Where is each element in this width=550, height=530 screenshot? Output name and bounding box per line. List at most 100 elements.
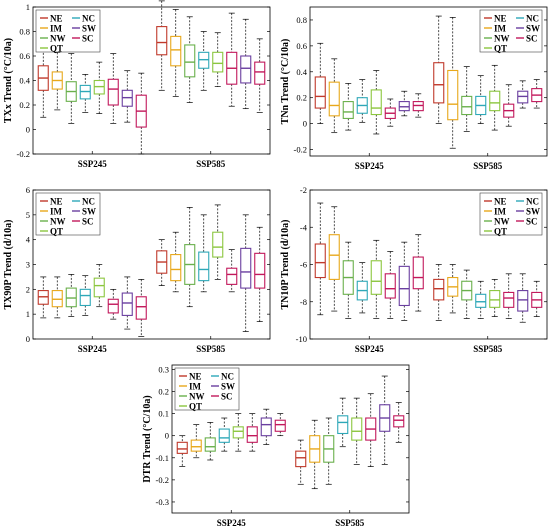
box-ne-ssp245 xyxy=(37,276,49,319)
y-tick-label: 0.6 xyxy=(296,41,307,51)
box-im-ssp245 xyxy=(51,276,63,319)
legend-label: QT xyxy=(494,44,507,54)
legend-label: SW xyxy=(526,207,540,217)
legend: NE NC IM SW NW SC QT xyxy=(479,192,543,237)
y-tick-label: -0.3 xyxy=(156,497,169,507)
panel-2: -0.2 0 0.2 0.4 0.6 0.8 TNn Trend (°C/10a) SSP24… xyxy=(280,6,548,171)
x-tick-label: SSP585 xyxy=(473,344,503,354)
box-iqr xyxy=(489,90,501,112)
box-iqr xyxy=(212,231,224,258)
legend-label: QT xyxy=(50,44,63,54)
box-iqr xyxy=(170,254,182,282)
box-iqr xyxy=(198,251,210,282)
box-sw-ssp245 xyxy=(260,408,272,445)
box-sc-ssp245 xyxy=(135,72,147,155)
legend-box xyxy=(35,9,101,53)
y-tick-label: 1 xyxy=(26,2,30,12)
box-ne-ssp245 xyxy=(176,435,188,467)
legend: NE NC IM SW NW SC QT xyxy=(35,192,101,237)
panel-1: -0.2 0 0.2 0.4 0.6 0.8 1 TXx Trend (°C/10a) SSP2… xyxy=(3,0,271,169)
y-tick-label: -10 xyxy=(296,334,307,344)
y-tick-label: -2 xyxy=(300,185,307,195)
y-tick-label: 0 xyxy=(303,119,307,129)
y-tick-label: 0.2 xyxy=(19,100,30,110)
box-im-ssp585 xyxy=(170,231,182,293)
box-nc-ssp245 xyxy=(79,275,91,316)
x-tick-label: SSP245 xyxy=(78,159,108,169)
box-iqr xyxy=(433,62,445,104)
box-nc-ssp585 xyxy=(226,249,238,293)
box-qt-ssp245 xyxy=(370,70,382,135)
legend: NE NC IM SW NW SC QT xyxy=(479,9,543,54)
box-sw-ssp585 xyxy=(240,18,252,110)
box-im-ssp585 xyxy=(447,17,459,149)
box-qt-ssp585 xyxy=(351,397,363,465)
y-tick-label: -4 xyxy=(300,222,308,232)
box-qt-ssp585 xyxy=(489,279,501,317)
plot-frame xyxy=(171,364,410,514)
box-iqr xyxy=(412,256,424,290)
box-iqr xyxy=(393,415,405,428)
legend-label: NC xyxy=(82,197,95,207)
box-qt-ssp245 xyxy=(232,413,244,452)
box-iqr xyxy=(370,260,382,295)
legend-label: NW xyxy=(494,34,510,44)
legend-label: NE xyxy=(494,14,507,24)
box-nw-ssp585 xyxy=(461,269,473,319)
box-iqr xyxy=(461,95,473,116)
box-sw-ssp245 xyxy=(398,241,410,321)
x-tick-label: SSP585 xyxy=(196,159,226,169)
box-nc-ssp585 xyxy=(226,12,238,107)
legend-label: NC xyxy=(526,14,539,24)
panel-5: -0.3 -0.2 -0.1 0 0.1 0.2 0.3 DTR Trend (°C/10a)… xyxy=(142,364,410,528)
legend-label: SW xyxy=(82,24,96,34)
y-tick-label: 4 xyxy=(26,235,31,245)
box-iqr xyxy=(351,417,363,441)
legend-label: NW xyxy=(50,217,66,227)
box-sw-ssp585 xyxy=(240,214,252,332)
x-tick-label: SSP585 xyxy=(335,518,365,528)
box-nc-ssp585 xyxy=(503,84,515,127)
box-ne-ssp585 xyxy=(156,0,168,91)
box-sw-ssp585 xyxy=(517,273,529,323)
legend-label: NW xyxy=(494,217,510,227)
box-im-ssp585 xyxy=(170,9,182,97)
box-ne-ssp245 xyxy=(314,42,326,124)
box-qt-ssp585 xyxy=(212,32,224,87)
box-sw-ssp245 xyxy=(398,90,410,117)
legend-label: NC xyxy=(82,14,95,24)
box-ne-ssp585 xyxy=(295,439,307,485)
box-iqr xyxy=(295,450,307,468)
box-nc-ssp585 xyxy=(503,273,515,319)
box-nw-ssp245 xyxy=(65,274,77,317)
box-iqr xyxy=(204,437,216,452)
legend-label: NC xyxy=(526,197,539,207)
legend-label: SC xyxy=(221,392,233,402)
box-ne-ssp585 xyxy=(433,264,445,321)
legend-box xyxy=(479,9,543,53)
box-qt-ssp585 xyxy=(212,204,224,280)
box-sw-ssp245 xyxy=(121,276,133,330)
legend-label: IM xyxy=(494,207,507,217)
legend-label: QT xyxy=(494,227,507,237)
y-axis-label: TX90P Trend (d/10a) xyxy=(3,219,14,309)
box-sc-ssp585 xyxy=(393,402,405,443)
box-iqr xyxy=(314,76,326,109)
box-nw-ssp245 xyxy=(204,422,216,461)
box-iqr xyxy=(254,252,266,289)
y-tick-label: 0 xyxy=(165,431,169,441)
box-iqr xyxy=(433,278,445,301)
legend-label: IM xyxy=(50,24,63,34)
box-sw-ssp585 xyxy=(517,80,529,109)
box-iqr xyxy=(384,273,396,299)
box-sc-ssp585 xyxy=(531,280,543,317)
box-iqr xyxy=(503,291,515,308)
box-nc-ssp585 xyxy=(475,75,487,124)
box-nc-ssp245 xyxy=(384,251,396,319)
y-tick-label: 2 xyxy=(26,284,30,294)
y-tick-label: -0.2 xyxy=(17,149,30,159)
box-iqr xyxy=(121,292,133,316)
legend-label: SC xyxy=(82,217,94,227)
legend-label: SW xyxy=(221,382,235,392)
